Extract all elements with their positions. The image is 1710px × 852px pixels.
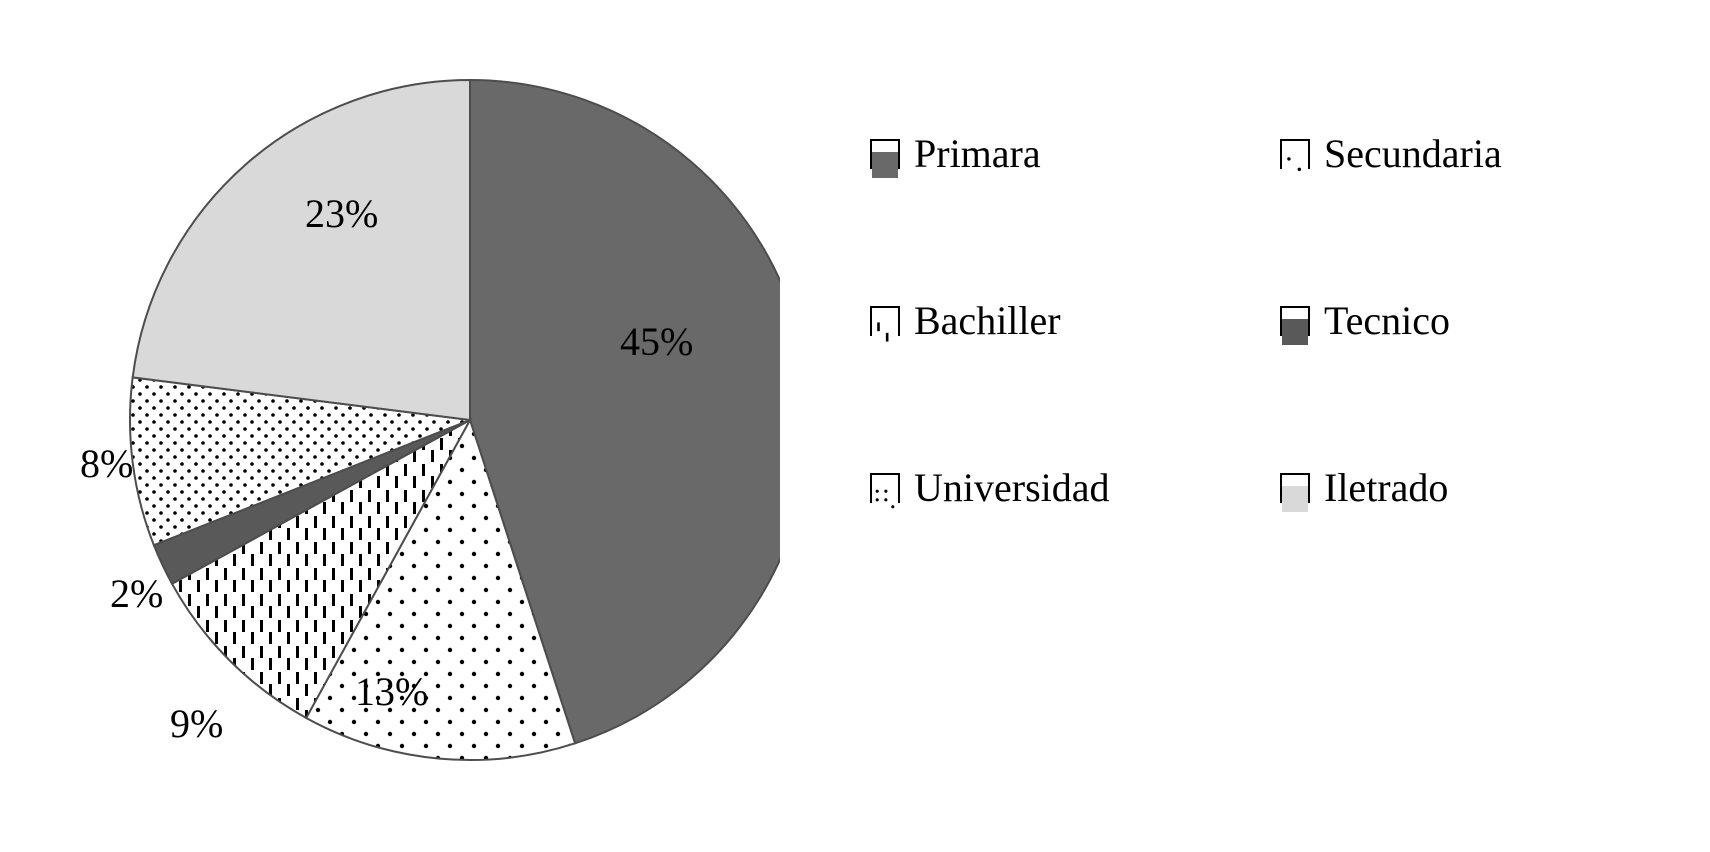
legend-item-primara: Primara [870, 130, 1240, 177]
legend-label-universidad: Universidad [914, 464, 1110, 511]
pct-label-iletrado: 23% [305, 190, 378, 237]
legend-item-universidad: Universidad [870, 464, 1240, 511]
legend-swatch-primara [870, 139, 900, 169]
legend-item-iletrado: Iletrado [1280, 464, 1650, 511]
pct-label-tecnico: 2% [110, 570, 163, 617]
pie-chart: 45% 13% 9% 2% 8% 23% [60, 20, 780, 820]
legend-swatch-tecnico [1280, 306, 1310, 336]
legend-swatch-bachiller [870, 306, 900, 336]
pct-label-universidad: 8% [80, 440, 133, 487]
legend-label-secundaria: Secundaria [1324, 130, 1502, 177]
legend-label-bachiller: Bachiller [914, 297, 1061, 344]
pct-label-primara: 45% [620, 318, 693, 365]
legend-swatch-iletrado [1280, 473, 1310, 503]
legend-item-bachiller: Bachiller [870, 297, 1240, 344]
legend-item-secundaria: Secundaria [1280, 130, 1650, 177]
legend-label-iletrado: Iletrado [1324, 464, 1448, 511]
legend: Primara Secundaria Bachiller Tecnico Univers… [870, 130, 1650, 511]
legend-swatch-universidad [870, 473, 900, 503]
legend-swatch-secundaria [1280, 139, 1310, 169]
slice-iletrado [133, 80, 470, 420]
legend-label-tecnico: Tecnico [1324, 297, 1450, 344]
pct-label-bachiller: 9% [170, 700, 223, 747]
legend-label-primara: Primara [914, 130, 1041, 177]
chart-container: 45% 13% 9% 2% 8% 23% Primara Secundaria Bachill… [0, 0, 1710, 852]
pct-label-secundaria: 13% [355, 668, 428, 715]
legend-item-tecnico: Tecnico [1280, 297, 1650, 344]
